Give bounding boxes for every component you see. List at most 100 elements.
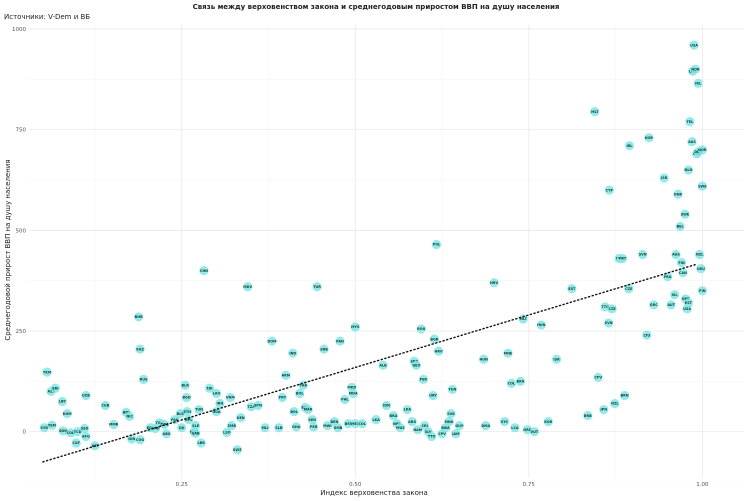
- data-point: BHR: [134, 312, 144, 322]
- data-point: ROU: [416, 324, 426, 334]
- data-point-marker: [604, 185, 614, 195]
- data-point: ZMB: [227, 421, 236, 431]
- data-point-label: PAK: [171, 418, 179, 422]
- data-point-label: FRA: [664, 275, 672, 279]
- data-point-label: BEL: [677, 225, 685, 229]
- data-point-label: POL: [433, 243, 441, 247]
- data-point-label: MNG: [444, 420, 453, 424]
- data-point-label: SWE: [681, 212, 690, 216]
- data-point-label: ARM: [282, 374, 291, 378]
- data-point-label: LKA: [404, 408, 412, 412]
- y-tick-label: 1000: [12, 27, 26, 33]
- data-point-marker: [135, 435, 145, 445]
- data-point-label: GAB: [192, 432, 200, 436]
- data-point-marker: [184, 415, 194, 425]
- data-point-marker: [599, 404, 609, 415]
- x-tick-label: 0.25: [176, 482, 189, 488]
- data-point: MLT: [590, 106, 600, 117]
- data-point-label: MDA: [349, 392, 358, 396]
- data-point-marker: [135, 344, 145, 354]
- data-point: ARG: [407, 417, 417, 427]
- data-point-label: NOR: [691, 67, 700, 71]
- data-point: GHA: [291, 422, 301, 432]
- data-point: NLD: [683, 165, 694, 175]
- data-point-marker: [499, 417, 510, 427]
- data-point: NOR: [690, 64, 701, 74]
- data-point-label: GRD: [523, 428, 531, 432]
- data-point: TTO: [427, 431, 437, 442]
- data-point-label: ARG: [408, 420, 416, 424]
- data-point: ISR: [659, 173, 669, 183]
- data-point-label: SSD: [81, 427, 89, 431]
- data-point: KAZ: [135, 344, 145, 354]
- data-point-label: TUR: [313, 285, 321, 289]
- data-point-label: CAF: [72, 441, 80, 445]
- data-point-label: EST: [685, 301, 693, 305]
- data-point-marker: [444, 417, 454, 427]
- data-point: NOR: [697, 145, 707, 155]
- data-point-label: AUS: [672, 253, 680, 257]
- data-point-marker: [236, 413, 246, 423]
- data-point: BRA: [515, 376, 526, 386]
- data-point-label: MLT: [520, 317, 528, 321]
- trend-line: [42, 263, 697, 463]
- data-point-label: LTU: [643, 333, 650, 337]
- data-point: COL: [357, 419, 367, 429]
- data-point-marker: [333, 423, 343, 433]
- data-point-marker: [42, 367, 52, 377]
- chart-title: Связь между верховенством закона и средн…: [192, 3, 560, 11]
- data-point-label: MWI: [323, 424, 331, 428]
- data-point-label: CPV: [438, 432, 446, 436]
- data-point: ALB: [378, 360, 388, 370]
- data-point: BRB: [583, 410, 593, 421]
- data-point-marker: [222, 427, 232, 438]
- data-point-marker: [58, 426, 68, 436]
- data-point-marker: [676, 257, 687, 268]
- data-point-marker: [395, 423, 405, 433]
- data-point-label: SVN: [639, 253, 647, 257]
- data-point: KOR: [543, 417, 553, 427]
- data-point: BOL: [289, 406, 299, 417]
- data-point-label: ROU: [417, 327, 425, 331]
- data-point-label: VNM: [226, 396, 235, 400]
- data-point-marker: [109, 419, 119, 430]
- data-point: NZL: [610, 398, 620, 409]
- data-point-marker: [696, 264, 706, 274]
- data-point: SSD: [79, 423, 90, 434]
- data-point-marker: [433, 346, 444, 356]
- data-point-marker: [182, 406, 192, 417]
- data-point: GIN: [127, 434, 137, 444]
- data-point: EST: [683, 298, 694, 308]
- data-point-label: KOR: [645, 136, 653, 140]
- data-point-marker: [381, 400, 392, 411]
- data-point-label: NOR: [698, 148, 707, 152]
- data-point-marker: [697, 181, 707, 191]
- data-point: NIC: [125, 411, 135, 421]
- data-point-label: GUY: [455, 424, 464, 428]
- data-point: MNG: [444, 417, 454, 427]
- data-point: USA: [689, 40, 699, 50]
- data-point-label: KOR: [544, 420, 552, 424]
- y-tick-label: 750: [16, 128, 27, 134]
- data-point-marker: [593, 372, 603, 382]
- data-point-label: TGO: [156, 421, 164, 425]
- data-point: BRN: [620, 390, 630, 401]
- data-point-marker: [357, 419, 367, 429]
- data-point: SDN: [58, 426, 68, 436]
- grid: [29, 25, 744, 483]
- data-point: GRD: [522, 425, 533, 435]
- data-point-label: TKM: [43, 370, 52, 374]
- data-point-label: TUN: [448, 388, 456, 392]
- data-point-label: DJI: [179, 426, 184, 430]
- data-point-label: SWZ: [233, 448, 242, 452]
- data-point-label: HRV: [490, 281, 498, 285]
- data-point: KEN: [236, 413, 246, 423]
- data-point-label: LBY: [59, 400, 67, 404]
- data-point-marker: [260, 423, 270, 433]
- data-point-label: MKD: [347, 386, 356, 390]
- data-point-marker: [81, 431, 91, 442]
- data-point: KOR: [644, 133, 654, 143]
- data-point-marker: [196, 438, 206, 448]
- data-point: BOL: [295, 388, 304, 399]
- data-point: GUY: [454, 421, 464, 431]
